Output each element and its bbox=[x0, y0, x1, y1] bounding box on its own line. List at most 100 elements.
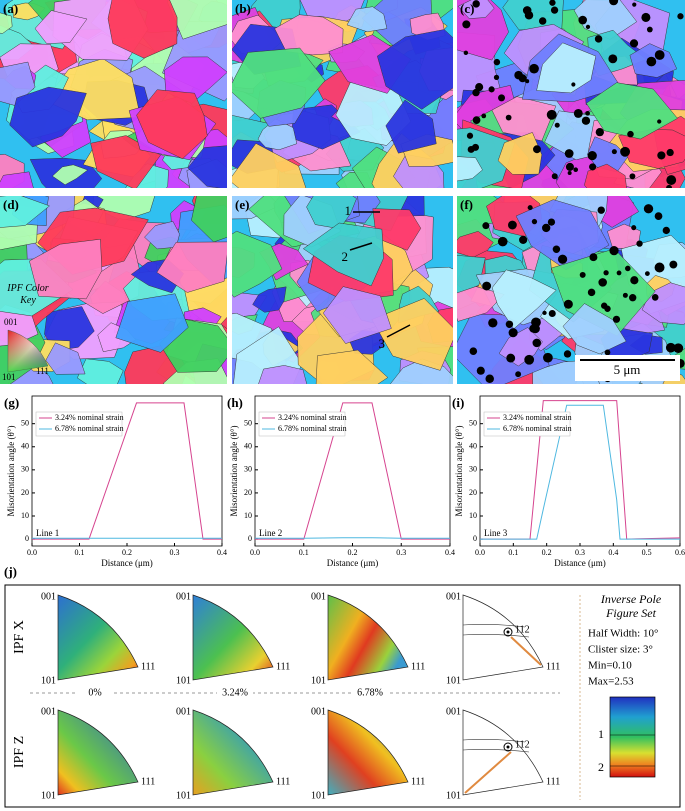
y-tick-label: 40 bbox=[244, 442, 252, 451]
map-annotation: 2 bbox=[342, 249, 349, 264]
corner-label: 001 bbox=[311, 591, 326, 602]
void bbox=[527, 205, 533, 211]
strain-label: 6.78% bbox=[357, 687, 383, 698]
void bbox=[571, 82, 576, 87]
corner-label: 101 bbox=[311, 790, 326, 801]
grain bbox=[322, 286, 392, 344]
void bbox=[475, 83, 484, 92]
corner-label: 101 bbox=[176, 790, 191, 801]
y-tick-label: 50 bbox=[244, 419, 252, 428]
series-line bbox=[255, 537, 450, 539]
void bbox=[673, 343, 684, 354]
param: Max=2.53 bbox=[588, 676, 634, 688]
map bbox=[457, 196, 685, 384]
panel-label: (b) bbox=[235, 1, 251, 16]
row-label: IPF X bbox=[12, 620, 27, 654]
void bbox=[589, 253, 598, 262]
void bbox=[654, 212, 663, 220]
grain bbox=[34, 10, 88, 44]
y-tick-label: 30 bbox=[244, 465, 252, 474]
corner-label: 101 bbox=[41, 790, 56, 801]
y-tick-label: 30 bbox=[21, 465, 29, 474]
panel-frame bbox=[4, 584, 681, 808]
grain bbox=[585, 82, 678, 140]
strain-label: 0% bbox=[88, 687, 101, 698]
void bbox=[630, 276, 639, 285]
corner-label: 001 bbox=[446, 591, 461, 602]
void bbox=[636, 240, 643, 247]
rotation-arrow bbox=[464, 751, 512, 794]
arc bbox=[462, 624, 526, 628]
corner-label: 111 bbox=[276, 776, 290, 787]
void bbox=[472, 116, 481, 125]
y-tick-label: 0 bbox=[473, 534, 477, 543]
void bbox=[666, 184, 673, 188]
arc bbox=[462, 634, 530, 638]
void bbox=[552, 245, 561, 253]
x-tick-label: 0.1 bbox=[299, 548, 309, 557]
rotation-arrow bbox=[510, 636, 542, 666]
void bbox=[482, 222, 490, 230]
void bbox=[597, 206, 605, 214]
void bbox=[657, 119, 662, 124]
void bbox=[515, 371, 522, 378]
void bbox=[471, 143, 480, 151]
legend-box bbox=[35, 411, 123, 437]
void bbox=[646, 56, 657, 67]
corner-label: 001 bbox=[311, 706, 326, 717]
void bbox=[669, 260, 678, 269]
void bbox=[665, 342, 676, 353]
y-tick-label: 0 bbox=[25, 534, 29, 543]
grain bbox=[562, 303, 627, 355]
corner-label: 111 bbox=[141, 776, 155, 787]
y-axis-label: Misorientation angle (θ°) bbox=[229, 426, 239, 517]
line-charts: 0.0 0.1 0.2 0.3 0.4 0 10 20 30 40 50 Distance (μm) M… bbox=[4, 395, 685, 568]
void bbox=[542, 223, 551, 233]
void bbox=[595, 128, 604, 137]
void bbox=[604, 305, 611, 312]
void bbox=[564, 149, 574, 158]
void bbox=[629, 39, 639, 48]
legend-label: 6.78% nominal strain bbox=[503, 424, 572, 433]
grain bbox=[315, 349, 389, 384]
void bbox=[462, 20, 471, 29]
colorbar-label: 2 bbox=[598, 760, 604, 774]
y-tick-label: 10 bbox=[21, 511, 29, 520]
void bbox=[466, 132, 474, 139]
panel-label: (d) bbox=[3, 197, 19, 212]
panel-label: (e) bbox=[235, 197, 249, 212]
y-tick-label: 20 bbox=[469, 488, 477, 497]
y-tick-label: 30 bbox=[469, 465, 477, 474]
x-tick-label: 0.3 bbox=[396, 548, 406, 557]
colorbar-label: 1 bbox=[598, 727, 604, 741]
row-label: IPF Z bbox=[12, 736, 27, 768]
y-tick-label: 20 bbox=[21, 488, 29, 497]
grain bbox=[156, 241, 227, 293]
y-tick-label: 40 bbox=[469, 442, 477, 451]
panel-label: (i) bbox=[452, 395, 464, 410]
void bbox=[594, 35, 603, 43]
y-tick-label: 50 bbox=[469, 419, 477, 428]
void bbox=[612, 315, 621, 323]
ipf-key-corner: 101 bbox=[2, 372, 16, 382]
grain bbox=[29, 238, 103, 300]
void bbox=[505, 114, 512, 121]
legend-label: 3.24% nominal strain bbox=[55, 413, 124, 422]
void bbox=[611, 149, 617, 155]
void bbox=[622, 292, 628, 298]
param: Clister size: 3° bbox=[588, 644, 653, 656]
grain bbox=[491, 269, 557, 330]
corner-label: 111 bbox=[411, 776, 425, 787]
void bbox=[587, 288, 596, 297]
grain bbox=[0, 171, 34, 188]
void bbox=[657, 151, 666, 160]
param: Half Width: 10° bbox=[588, 628, 658, 640]
pole-figure bbox=[327, 709, 409, 796]
corner-label: 101 bbox=[446, 790, 461, 801]
x-tick-label: 0.2 bbox=[348, 548, 358, 557]
map bbox=[0, 196, 227, 384]
void bbox=[641, 12, 651, 22]
void bbox=[476, 366, 485, 375]
corner-label: 001 bbox=[176, 706, 191, 717]
void bbox=[547, 218, 556, 226]
